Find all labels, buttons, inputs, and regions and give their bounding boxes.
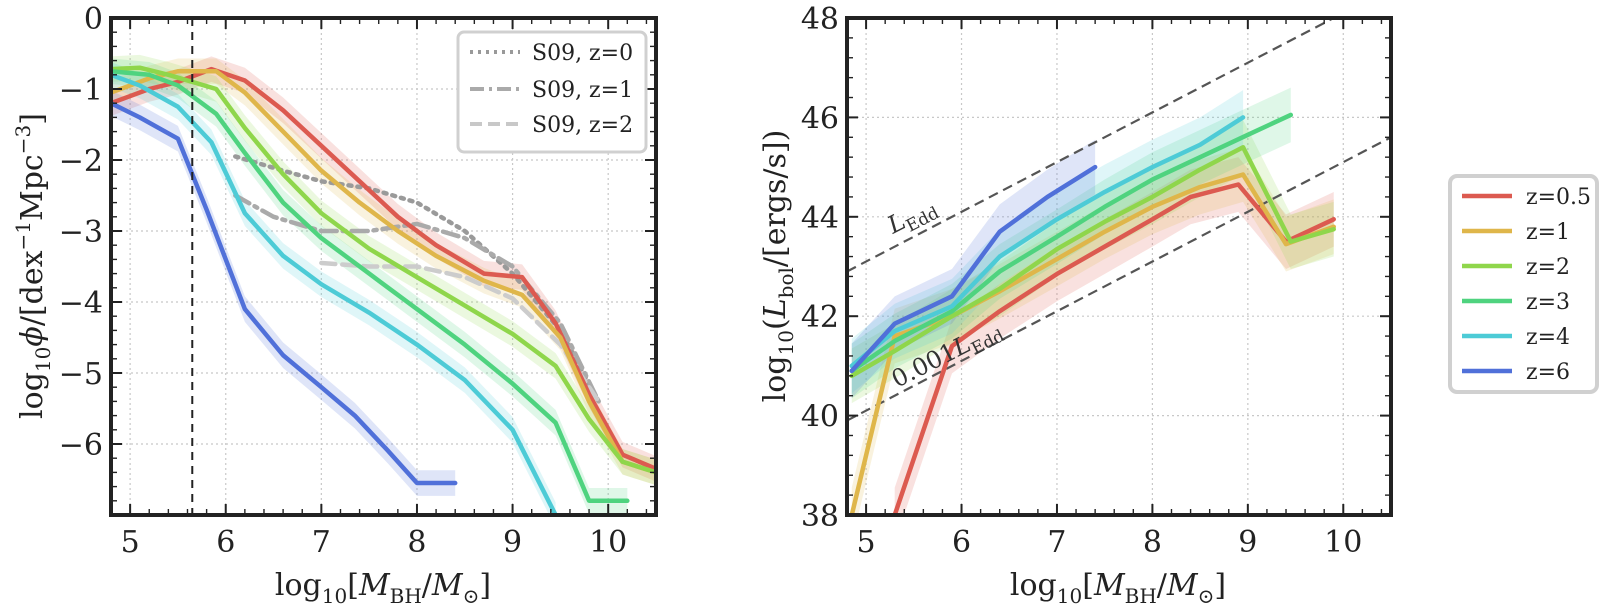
- lbol-frame: [845, 16, 1393, 517]
- y-tick-label: −1: [59, 73, 103, 108]
- lbol-xlabel: log10[MBH/M⊙]: [1010, 568, 1226, 608]
- band-z=1: [851, 147, 1334, 515]
- x-tick-label: 5: [121, 525, 140, 560]
- y-tick-label: 0: [84, 2, 103, 37]
- legend-s09-z0-label: S09, z=0: [532, 41, 633, 66]
- series-z=6: [849, 164, 1098, 374]
- bhmf-legend: S09, z=0 S09, z=1 S09, z=2: [456, 30, 648, 154]
- eddington-lines: [847, 18, 1391, 422]
- series-z=1: [111, 69, 656, 475]
- series-z=3: [111, 69, 630, 504]
- legend-s09-z2-label: S09, z=2: [532, 113, 633, 138]
- y-tick-label: 42: [801, 300, 839, 335]
- x-tick-label: 10: [589, 525, 627, 560]
- band-z=4: [111, 62, 556, 515]
- x-tick-label: 6: [216, 525, 235, 560]
- legend-label-z=3: z=3: [1526, 290, 1570, 315]
- series-z=2: [111, 65, 656, 475]
- ref-S09, z=0: [233, 154, 601, 404]
- y-tick-label: −2: [59, 144, 103, 179]
- x-tick-label: 6: [952, 525, 971, 560]
- x-tick-label: 8: [407, 525, 426, 560]
- y-tick-label: −3: [59, 215, 103, 250]
- band-z=2: [851, 119, 1334, 404]
- y-tick-label: 40: [801, 400, 839, 435]
- bhmf-ylabel: log10ϕ/[dex−1Mpc−3]: [11, 113, 55, 419]
- legend-s09-z1-label: S09, z=1: [532, 78, 633, 103]
- band-z=2: [111, 54, 656, 486]
- legend-label-z=4: z=4: [1526, 325, 1570, 350]
- bhmf-panel: 5 6 7 8 9 10 0 −1 −2 −3 −4 −5 −6 log10[MBH/M⊙] log10…: [11, 2, 658, 608]
- ref-line-L_Edd: [847, 18, 1337, 273]
- x-tick-label: 9: [503, 525, 522, 560]
- series-z=3: [849, 112, 1294, 374]
- x-tick-label: 8: [1143, 525, 1162, 560]
- y-tick-label: 46: [801, 101, 839, 136]
- lbol-series: [849, 112, 1336, 515]
- series-z=6: [111, 100, 458, 486]
- legend-label-z=0.5: z=0.5: [1526, 185, 1591, 210]
- lbol-ticks: 5 6 7 8 9 10 38 40 42 44 46 48: [801, 2, 1391, 560]
- y-tick-label: −6: [59, 428, 103, 463]
- series-z=4: [849, 115, 1246, 369]
- y-tick-label: −4: [59, 286, 103, 321]
- y-tick-label: 38: [801, 499, 839, 534]
- series-z=0.5: [892, 182, 1336, 515]
- y-tick-label: −5: [59, 357, 103, 392]
- y-tick-label: 44: [801, 201, 839, 236]
- bhmf-xlabel: log10[MBH/M⊙]: [275, 568, 491, 608]
- y-tick-label: 48: [801, 2, 839, 37]
- bhmf-frame: [109, 16, 658, 517]
- x-tick-label: 10: [1324, 525, 1362, 560]
- legend-label-z=2: z=2: [1526, 255, 1570, 280]
- x-tick-label: 7: [1047, 525, 1066, 560]
- ref-S09, z=2: [319, 260, 601, 404]
- series-z=4: [111, 72, 558, 515]
- redshift-legend: z=0.5 z=1 z=2 z=3 z=4 z=6: [1448, 174, 1599, 394]
- legend-label-z=1: z=1: [1526, 220, 1570, 245]
- lbol-ylabel: log10(Lbol/[ergs/s]): [758, 130, 798, 403]
- series-z=2: [849, 144, 1336, 379]
- x-tick-label: 9: [1238, 525, 1257, 560]
- ref-line-0.001 L_Edd: [847, 136, 1391, 422]
- legend-label-z=6: z=6: [1526, 360, 1570, 385]
- x-tick-label: 7: [312, 525, 331, 560]
- band-z=3: [111, 58, 628, 514]
- bhmf-series: [111, 65, 656, 515]
- x-tick-label: 5: [857, 525, 876, 560]
